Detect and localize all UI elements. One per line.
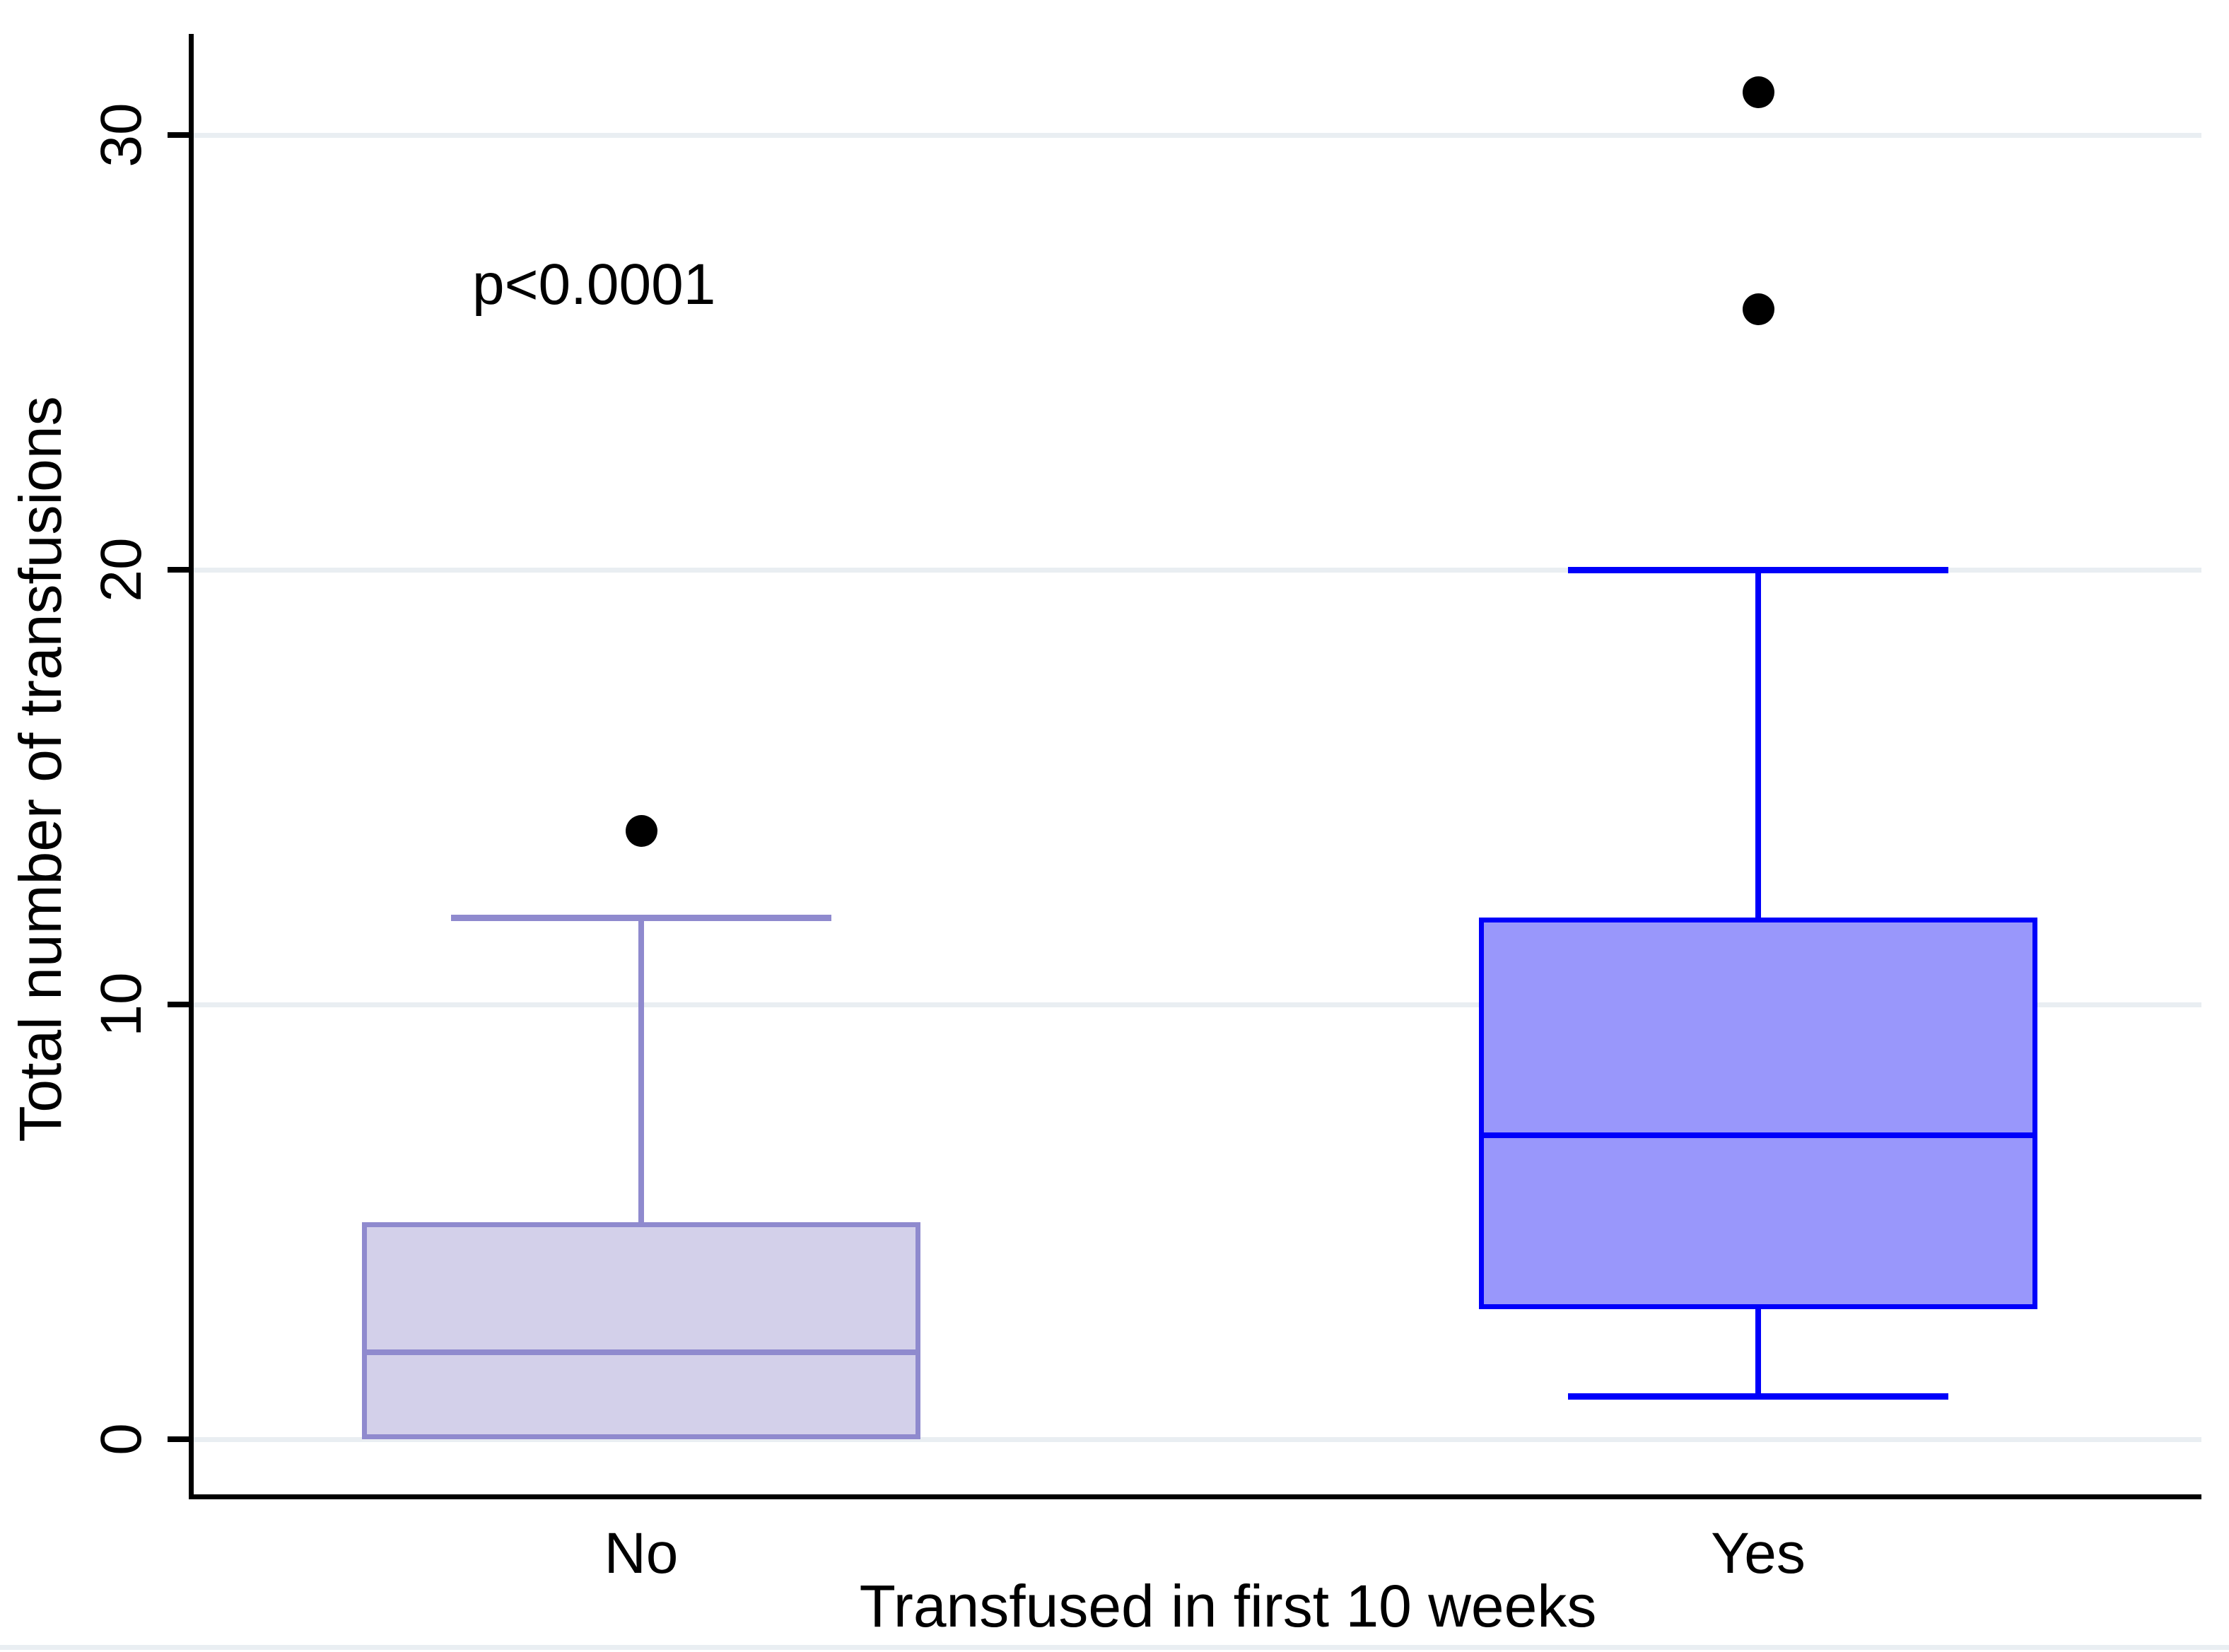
x-category-label: No [604,1521,679,1586]
whisker-cap [1568,567,1948,573]
p-value-annotation: p<0.0001 [472,252,716,317]
upper-whisker [638,918,644,1222]
whisker-cap [1568,1393,1948,1400]
median-line [367,1349,915,1355]
box-no [362,1222,920,1439]
outlier-dot [1743,293,1774,325]
y-gridline [194,568,2201,573]
median-line [1484,1132,2032,1138]
y-gridline [194,133,2201,138]
outlier-dot [626,815,657,847]
y-axis-tick [168,132,191,138]
outlier-dot [1743,76,1774,108]
bottom-border-line [0,1645,2229,1650]
x-axis-title: Transfused in first 10 weeks [859,1573,1597,1639]
upper-whisker [1755,570,1761,918]
y-axis-tick [168,567,191,573]
x-category-label: Yes [1711,1521,1806,1586]
y-axis-tick [168,1002,191,1007]
lower-whisker [1755,1308,1761,1396]
y-gridline [194,1437,2201,1442]
whisker-cap [451,915,831,921]
y-axis-line [189,34,194,1499]
y-axis-tick-label: 0 [89,1423,153,1455]
y-axis-title: Total number of transfusions [7,396,74,1142]
y-axis-tick-label: 30 [89,102,153,168]
y-gridline [194,1002,2201,1007]
y-axis-tick-label: 20 [89,537,153,602]
y-axis-tick-label: 10 [89,972,153,1037]
x-axis-line [189,1494,2201,1499]
box-yes [1479,918,2037,1309]
y-axis-tick [168,1436,191,1442]
